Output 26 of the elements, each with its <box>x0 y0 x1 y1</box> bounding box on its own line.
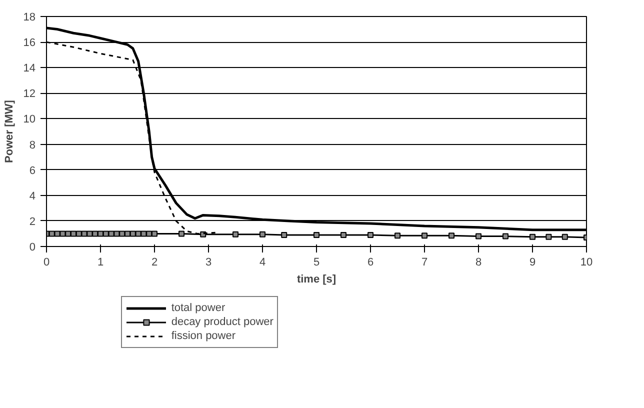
y-tick-label: 4 <box>29 190 36 202</box>
x-tick-label: 1 <box>97 256 104 268</box>
x-tick-label: 10 <box>580 256 593 268</box>
legend-label: fission power <box>171 329 236 343</box>
x-tick-label: 5 <box>313 256 320 268</box>
y-tick-label: 16 <box>23 37 36 50</box>
x-tick-label: 2 <box>151 256 158 268</box>
x-tick-label: 3 <box>205 256 212 268</box>
y-tick-label: 2 <box>29 216 36 228</box>
x-tick-label: 7 <box>421 256 428 268</box>
y-tick-label: 18 <box>23 12 36 24</box>
y-tick-label: 6 <box>29 164 36 177</box>
y-tick-label: 10 <box>23 114 36 126</box>
x-tick-label: 8 <box>475 256 482 268</box>
y-tick-label: 14 <box>23 62 36 75</box>
x-tick-label: 0 <box>43 256 50 268</box>
y-tick-label: 12 <box>23 88 36 100</box>
y-tick-label: 8 <box>29 139 36 152</box>
x-tick-label: 4 <box>259 256 266 268</box>
y-axis-title: Power [MW] <box>3 100 16 163</box>
legend-label: decay product power <box>171 315 274 329</box>
x-tick-label: 6 <box>367 256 374 268</box>
legend-label: total power <box>171 301 226 315</box>
x-tick-label: 9 <box>529 256 536 268</box>
x-axis-title: time [s] <box>296 274 336 286</box>
y-tick-label: 0 <box>29 242 36 254</box>
